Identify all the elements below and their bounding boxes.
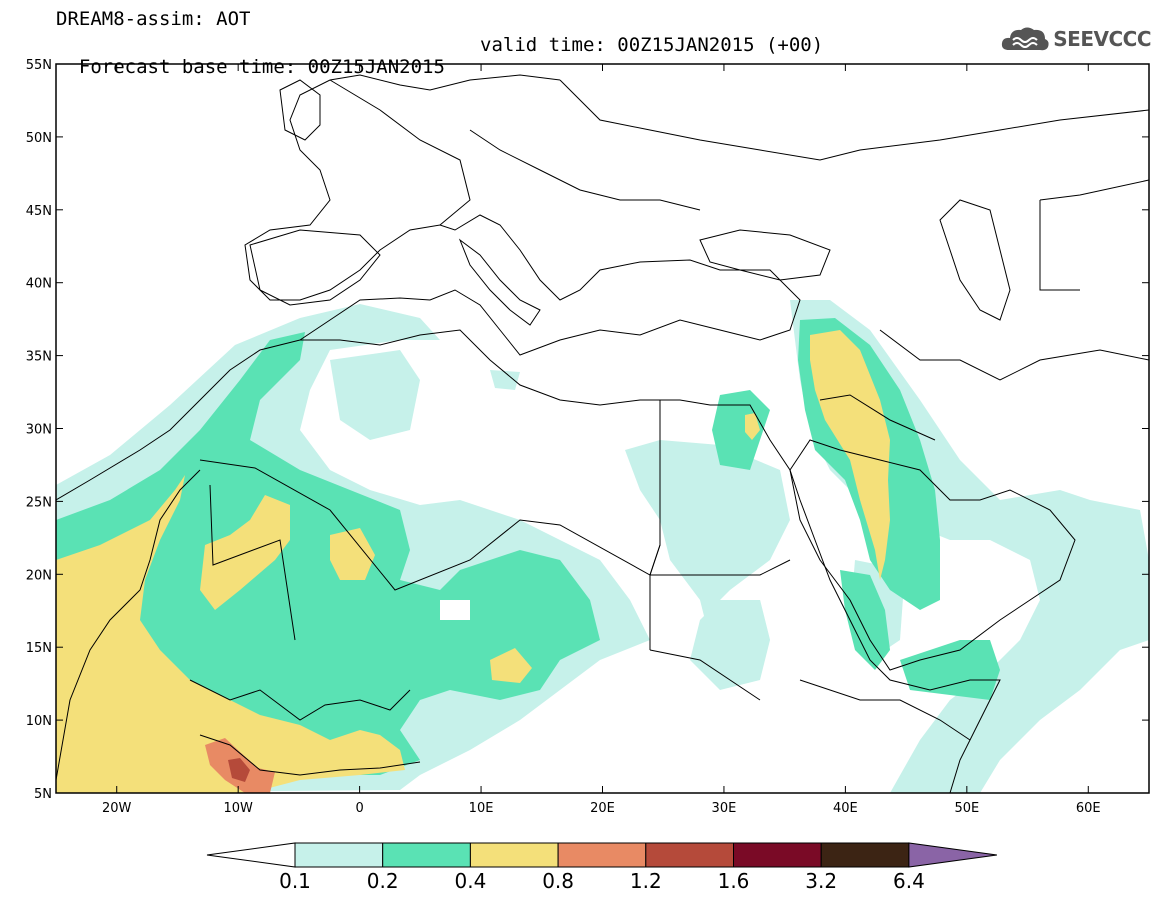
aot-band-1.2-1.6 <box>228 758 250 782</box>
border-mauritania-mali <box>209 484 296 641</box>
black-sea <box>699 229 831 281</box>
lon-tick-label: 40E <box>833 801 858 816</box>
colorbar-swatch <box>382 842 471 868</box>
border-west-africa <box>189 679 411 721</box>
lon-tick-label: 10E <box>469 801 494 816</box>
lat-tick-label: 10N <box>26 714 52 729</box>
aot-band-0.4-0.8 <box>56 330 890 793</box>
lat-tick-label: 55N <box>26 58 52 73</box>
cloud-logo-icon <box>1002 27 1049 51</box>
lat-tick-label: 45N <box>26 204 52 219</box>
border-iran <box>879 329 1149 381</box>
colorbar-level-label: 0.1 <box>279 869 311 893</box>
lat-tick-label: 50N <box>26 131 52 146</box>
colorbar-swatch <box>557 842 647 868</box>
lon-tick-label: 50E <box>954 801 979 816</box>
lat-tick-label: 25N <box>26 495 52 510</box>
colorbar-swatch <box>733 842 822 868</box>
west-africa-coast <box>56 469 201 781</box>
logo-text: SEEVCCC <box>1053 27 1151 51</box>
lon-tick-label: 20W <box>102 801 132 816</box>
border-iraq-arabia <box>819 394 936 441</box>
colorbar-over-arrow <box>908 842 997 868</box>
colorbar-level-label: 1.6 <box>718 869 750 893</box>
colorbar-level-label: 0.8 <box>542 869 574 893</box>
caspian-sea <box>939 199 1011 321</box>
lat-tick-label: 30N <box>26 423 52 438</box>
lon-tick-label: 60E <box>1076 801 1101 816</box>
border-europe-north <box>329 79 471 226</box>
colorbar-level-label: 0.2 <box>367 869 399 893</box>
border-central-asia <box>1039 179 1149 291</box>
gulf-guinea-coast <box>199 734 421 776</box>
lat-tick-label: 20N <box>26 568 52 583</box>
border-sahara <box>199 459 661 591</box>
longitude-axis: 20W 10W 0 10E 20E 30E 40E 50E 60E <box>102 64 1101 816</box>
colorbar-swatch <box>820 842 910 868</box>
iberia <box>249 229 381 306</box>
colorbar-level-label: 6.4 <box>893 869 925 893</box>
british-isles <box>279 79 321 141</box>
lon-tick-label: 10W <box>223 801 253 816</box>
lat-tick-label: 15N <box>26 641 52 656</box>
seevccc-logo: SEEVCCC <box>999 24 1151 54</box>
valid-time: valid time: 00Z15JAN2015 (+00) <box>480 34 824 56</box>
lon-tick-label: 30E <box>712 801 737 816</box>
lat-tick-label: 5N <box>34 787 52 802</box>
arabia-coast <box>789 439 1076 671</box>
aot-colorbar: 0.1 0.2 0.4 0.8 1.2 1.6 3.2 6.4 <box>206 842 997 893</box>
border-sudan <box>649 559 791 701</box>
border-europe-inner <box>469 129 701 211</box>
colorbar-swatch <box>294 842 384 868</box>
border-libya-egypt <box>649 400 661 650</box>
colorbar-swatch <box>469 842 559 868</box>
latitude-axis: 5N 10N 15N 20N 25N 30N 35N 40N 45N 50N 55N <box>26 58 1149 802</box>
coastlines-borders <box>56 74 1149 793</box>
colorbar-swatch <box>645 842 734 868</box>
colorbar-level-label: 3.2 <box>805 869 837 893</box>
aot-field <box>56 300 1149 793</box>
border-ethiopia <box>799 679 971 741</box>
border-europe-east <box>559 79 1149 161</box>
map-title: DREAM8-assim: AOT <box>56 8 251 30</box>
colorbar-level-label: 0.4 <box>454 869 486 893</box>
lon-tick-label: 0 <box>355 801 363 816</box>
colorbar-level-label: 1.2 <box>630 869 662 893</box>
forecast-base-time: Forecast base time: 00Z15JAN2015 <box>78 56 445 78</box>
lat-tick-label: 35N <box>26 350 52 365</box>
colorbar-under-arrow <box>206 842 296 868</box>
lon-tick-label: 20E <box>590 801 615 816</box>
italy <box>458 238 541 326</box>
time-info: Forecast base time: 00Z15JAN2015 valid t… <box>56 34 823 100</box>
lat-tick-label: 40N <box>26 277 52 292</box>
